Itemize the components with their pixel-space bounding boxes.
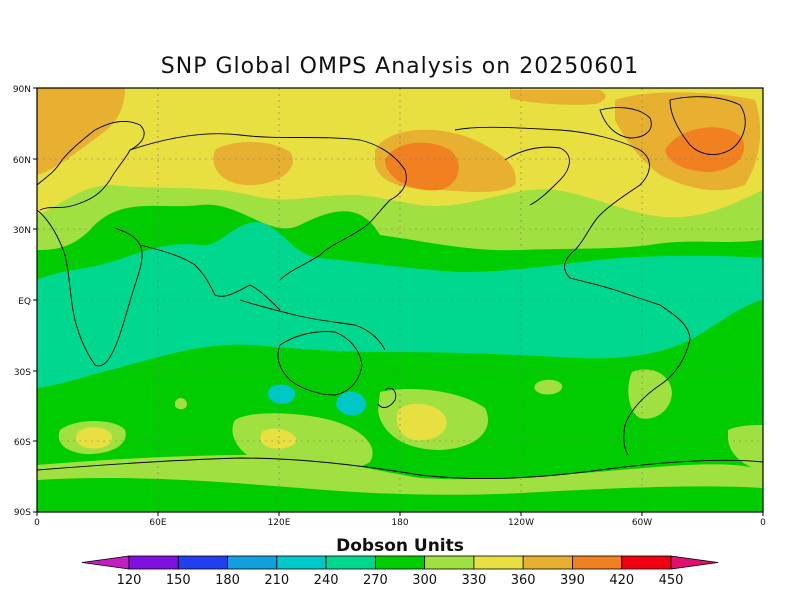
colorbar-tick-label: 420 [609, 573, 634, 588]
band-360-south-pacific [396, 403, 447, 441]
colorbar-tick-label: 210 [264, 573, 289, 588]
colorbar-swatch [276, 555, 327, 570]
band-390-siberia [213, 142, 294, 186]
colorbar-low-arrow [81, 555, 130, 570]
colorbar-swatch [522, 555, 573, 570]
map-title: SNP Global OMPS Analysis on 20250601 [160, 54, 640, 79]
lat-label-30s: 30S [14, 368, 31, 378]
band-300-antarctic [37, 477, 763, 512]
band-240-tasman [336, 391, 367, 416]
lon-label-0: 0 [34, 518, 40, 528]
lat-label-90n: 90N [13, 85, 31, 95]
colorbar-swatch [572, 555, 623, 570]
colorbar-tick-label: 180 [215, 573, 240, 588]
band-330-south-america [628, 369, 672, 419]
colorbar-tick-label: 330 [461, 573, 486, 588]
axis-ticks [33, 87, 764, 516]
lon-label-60e: 60E [149, 518, 166, 528]
lat-label-30n: 30N [13, 226, 31, 236]
coastlines [37, 96, 763, 480]
colorbar-tick-label: 240 [314, 573, 339, 588]
lat-label-60n: 60N [13, 156, 31, 166]
band-330-small-a [534, 379, 563, 395]
colorbar-tick-label: 450 [659, 573, 684, 588]
lat-label-eq: EQ [18, 297, 31, 307]
colorbar-swatch [227, 555, 278, 570]
band-330-small-b [175, 398, 187, 410]
colorbar-swatch [325, 555, 376, 570]
lat-label-90s: 90S [14, 508, 31, 518]
colorbar-swatch [473, 555, 524, 570]
colorbar-tick-label: 150 [166, 573, 191, 588]
colorbar-swatch [621, 555, 672, 570]
band-360-south-indian [76, 427, 113, 449]
band-240-australia [268, 384, 296, 404]
colorbar: 120 150 180 210 240 270 300 330 360 390 420 450 [81, 555, 719, 588]
band-330-tasman-south [232, 413, 373, 471]
colorbar-swatch [374, 555, 426, 570]
colorbar-swatch [424, 555, 475, 570]
lat-label-60s: 60S [14, 438, 31, 448]
band-390-beaufort [510, 90, 606, 105]
lon-label-120w: 120W [508, 518, 534, 528]
colorbar-tick-label: 300 [412, 573, 437, 588]
band-420-okhotsk [385, 142, 459, 191]
lon-label-60w: 60W [632, 518, 652, 528]
colorbar-tick-label: 270 [363, 573, 388, 588]
lon-label-0-east: 0 [760, 518, 766, 528]
colorbar-tick-label: 120 [117, 573, 142, 588]
band-360-tasman [260, 428, 297, 449]
colorbar-swatch [128, 555, 179, 570]
colorbar-high-arrow [670, 555, 719, 570]
colorbar-swatch [177, 555, 228, 570]
colorbar-tick-label: 390 [560, 573, 585, 588]
lon-label-180: 180 [391, 518, 408, 528]
colorbar-title: Dobson Units [336, 536, 464, 556]
band-330-south-atlantic [728, 424, 763, 470]
lon-label-120e: 120E [268, 518, 291, 528]
band-390-arctic-west [37, 88, 125, 175]
graticule [37, 88, 763, 512]
colorbar-tick-label: 360 [511, 573, 536, 588]
